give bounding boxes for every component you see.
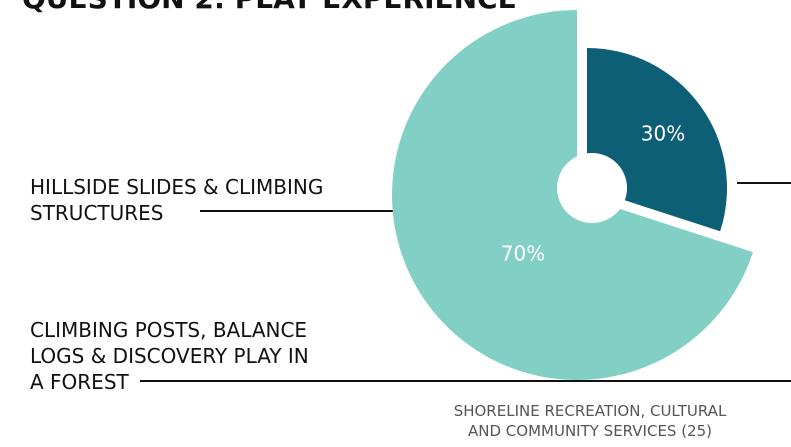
label-line: STRUCTURES <box>30 201 164 225</box>
label-line: CLIMBING POSTS, BALANCE <box>30 318 307 342</box>
chart-title: QUESTION 2: PLAY EXPERIENCE <box>22 0 517 15</box>
source-line: AND COMMUNITY SERVICES (25) <box>468 422 712 440</box>
value-label: 30% <box>641 122 685 146</box>
value-label: 70% <box>501 242 545 266</box>
label-line: LOGS & DISCOVERY PLAY IN <box>30 344 309 368</box>
donut-hole <box>557 153 627 223</box>
label-line: A FOREST <box>30 370 130 394</box>
label-line: HILLSIDE SLIDES & CLIMBING <box>30 175 323 199</box>
source-line: SHORELINE RECREATION, CULTURAL <box>454 402 727 420</box>
